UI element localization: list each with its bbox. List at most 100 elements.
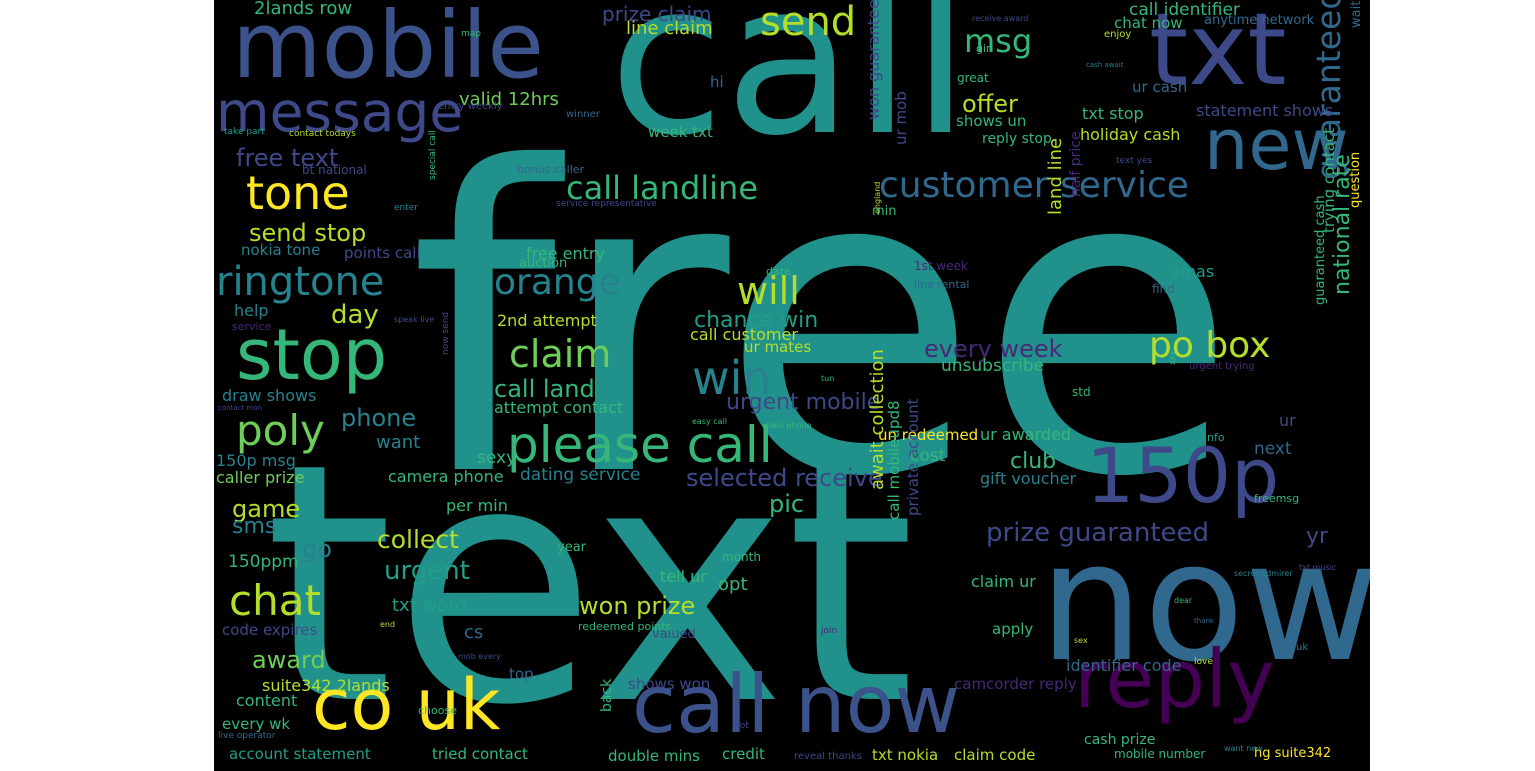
- cloud-word: easy call: [692, 417, 728, 426]
- cloud-word: apply: [992, 620, 1034, 638]
- cloud-word: ur cash: [1132, 78, 1188, 96]
- cloud-word: call landline: [566, 169, 758, 207]
- cloud-word: year: [557, 540, 587, 555]
- cloud-word: win: [692, 351, 772, 405]
- cloud-word: join: [821, 626, 838, 636]
- cloud-word: thank: [1194, 617, 1214, 625]
- cloud-word: chat now: [1114, 14, 1183, 32]
- cloud-word: tell ur: [660, 567, 707, 586]
- cloud-word: collect: [377, 525, 459, 554]
- cloud-word: sexy: [477, 448, 517, 468]
- cloud-word: text: [264, 393, 916, 771]
- cloud-word: prize claim: [602, 2, 712, 26]
- cloud-word: urgent mobile: [726, 390, 881, 415]
- cloud-word: suite342 2lands: [262, 676, 390, 695]
- cloud-word: redeemed points: [578, 620, 672, 633]
- cloud-word: ur: [1279, 411, 1296, 430]
- cloud-word: week txt: [648, 123, 713, 141]
- cloud-word: caller prize: [216, 468, 305, 487]
- cloud-word: find: [1152, 282, 1175, 296]
- cloud-word: xmas: [1171, 262, 1215, 281]
- cloud-word: choose: [418, 704, 457, 717]
- cloud-word: every week: [924, 335, 1063, 363]
- cloud-word: enjoy: [1104, 29, 1132, 40]
- cloud-word: phone: [341, 404, 417, 432]
- cloud-word: account statement: [229, 745, 371, 763]
- cloud-word: 2lands row: [254, 0, 353, 19]
- cloud-word: camcorder reply: [954, 675, 1077, 693]
- cloud-word: txt nokia: [872, 746, 939, 764]
- cloud-word: reply stop: [982, 131, 1052, 147]
- cloud-word: message: [216, 80, 464, 144]
- cloud-word: claim code: [954, 746, 1036, 764]
- cloud-word: day: [331, 300, 379, 330]
- cloud-word: game: [232, 495, 301, 523]
- cloud-word: end: [380, 620, 396, 629]
- cloud-word: mobile: [232, 0, 545, 99]
- cloud-word: hg suite342: [1254, 746, 1332, 761]
- cloud-word: free: [409, 80, 1238, 569]
- cloud-word: cost: [910, 446, 946, 466]
- cloud-word: ur mates: [744, 338, 812, 356]
- cloud-word: txt music: [1299, 563, 1337, 572]
- cloud-word: per min: [446, 496, 508, 515]
- cloud-word: draw shows: [222, 386, 317, 405]
- cloud-word: go: [302, 535, 332, 563]
- cloud-word: 2nd attempt: [497, 311, 597, 330]
- cloud-word: selected receive: [686, 464, 883, 492]
- cloud-word: special call: [428, 130, 438, 180]
- cloud-word: now send: [441, 311, 451, 355]
- cloud-word: nokia tone: [241, 241, 321, 259]
- cloud-word: question: [1348, 151, 1363, 208]
- cloud-word: 150p: [1086, 431, 1280, 520]
- cloud-word: bonus caller: [517, 163, 585, 176]
- cloud-word: waiting: [1349, 0, 1364, 28]
- cloud-word: holiday cash: [1080, 125, 1181, 144]
- cloud-word: contact todays: [289, 129, 356, 139]
- cloud-word: month: [722, 550, 761, 564]
- cloud-word: txt stop: [1082, 104, 1144, 123]
- cloud-word: tun: [821, 374, 835, 383]
- cloud-word: chance win: [694, 308, 819, 333]
- cloud-word: points call: [344, 244, 421, 262]
- cloud-word: cs: [464, 622, 484, 643]
- cloud-word: ringtone: [216, 259, 385, 305]
- cloud-word: line claim: [626, 18, 713, 39]
- cloud-word: shows un: [956, 112, 1027, 130]
- cloud-word: statement shows: [1196, 101, 1334, 120]
- cloud-word: auction: [519, 256, 568, 271]
- cloud-word: shows won: [628, 675, 711, 693]
- cloud-word: urgent: [384, 556, 470, 586]
- cloud-word: un redeemed: [878, 426, 979, 444]
- cloud-word: contact mon: [218, 404, 262, 412]
- cloud-word: line rental: [914, 278, 970, 291]
- cloud-word: msg: [964, 22, 1033, 60]
- cloud-word: secret admirer: [1234, 569, 1293, 578]
- cloud-word: dear: [1174, 596, 1193, 605]
- cloud-word: love: [1194, 657, 1213, 667]
- cloud-word: bt national: [302, 163, 367, 177]
- cloud-word: won prize: [579, 592, 696, 620]
- cloud-word: opt: [718, 574, 748, 595]
- cloud-word: won guaranteed: [864, 0, 883, 120]
- cloud-word: content: [236, 691, 298, 710]
- cloud-word: call identifier: [1129, 0, 1240, 20]
- cloud-word: mob every: [458, 652, 501, 661]
- cloud-word: anytime network: [1204, 13, 1315, 28]
- cloud-word: uk: [1296, 642, 1309, 653]
- cloud-word: reveal thanks: [794, 751, 862, 762]
- cloud-word: call land: [494, 375, 595, 403]
- cloud-word: service: [232, 320, 272, 333]
- cloud-word: will: [737, 269, 800, 313]
- cloud-word: stop: [236, 314, 388, 396]
- cloud-word: girl: [976, 42, 994, 55]
- cloud-word: land line: [1045, 137, 1066, 215]
- cloud-word: valid 12hrs: [459, 89, 559, 110]
- cloud-word: gift voucher: [980, 469, 1077, 488]
- cloud-word: award: [252, 646, 326, 674]
- cloud-word: private account: [904, 398, 922, 516]
- cloud-word: info: [1204, 431, 1225, 444]
- cloud-word: winner: [566, 109, 600, 120]
- cloud-word: free text: [236, 144, 339, 172]
- cloud-word: club: [1010, 449, 1057, 474]
